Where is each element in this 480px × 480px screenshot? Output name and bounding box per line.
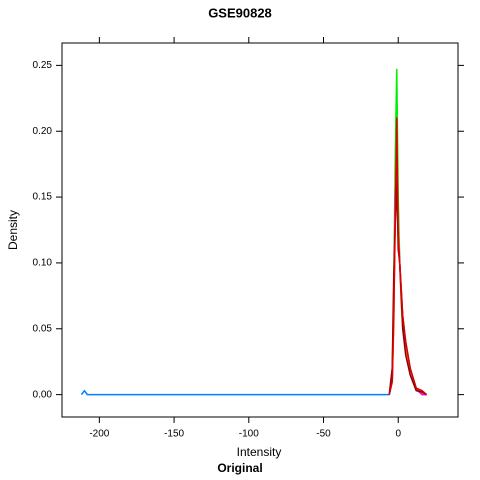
x-tick-label: -150 [164, 429, 184, 440]
x-tick-label: -200 [89, 429, 109, 440]
y-axis-label: Density [6, 210, 20, 250]
x-tick-label: -50 [316, 429, 331, 440]
chart-subtitle: Original [217, 461, 262, 475]
y-tick-label: 0.10 [33, 258, 53, 269]
chart-title: GSE90828 [208, 5, 272, 20]
plot-frame [61, 42, 459, 418]
density-line [80, 169, 427, 396]
y-tick-label: 0.25 [33, 60, 53, 71]
y-tick-label: 0.15 [33, 192, 53, 203]
x-tick-label: 0 [395, 429, 401, 440]
x-axis-label: Intensity [237, 445, 282, 459]
x-tick-label: -100 [239, 429, 259, 440]
y-tick-label: 0.00 [33, 389, 53, 400]
y-tick-label: 0.05 [33, 323, 53, 334]
y-tick-label: 0.20 [33, 126, 53, 137]
density-line [388, 117, 428, 396]
